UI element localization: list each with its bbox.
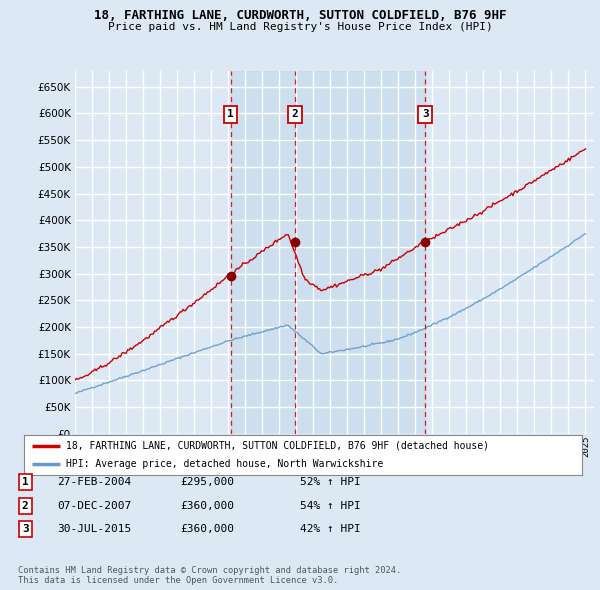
Text: £360,000: £360,000 [180,525,234,534]
Text: 52% ↑ HPI: 52% ↑ HPI [300,477,361,487]
Text: 3: 3 [22,525,29,534]
Text: 1: 1 [22,477,29,487]
Text: Contains HM Land Registry data © Crown copyright and database right 2024.
This d: Contains HM Land Registry data © Crown c… [18,566,401,585]
Text: 42% ↑ HPI: 42% ↑ HPI [300,525,361,534]
Text: 2: 2 [22,501,29,510]
Text: 1: 1 [227,109,234,119]
Text: 27-FEB-2004: 27-FEB-2004 [57,477,131,487]
Text: HPI: Average price, detached house, North Warwickshire: HPI: Average price, detached house, Nort… [66,459,383,469]
Text: 2: 2 [292,109,298,119]
Text: 3: 3 [422,109,428,119]
Text: Price paid vs. HM Land Registry's House Price Index (HPI): Price paid vs. HM Land Registry's House … [107,22,493,32]
Text: 18, FARTHING LANE, CURDWORTH, SUTTON COLDFIELD, B76 9HF (detached house): 18, FARTHING LANE, CURDWORTH, SUTTON COL… [66,441,489,451]
Text: 30-JUL-2015: 30-JUL-2015 [57,525,131,534]
Text: £360,000: £360,000 [180,501,234,510]
Bar [295,71,425,434]
Text: 07-DEC-2007: 07-DEC-2007 [57,501,131,510]
Text: £295,000: £295,000 [180,477,234,487]
Text: 18, FARTHING LANE, CURDWORTH, SUTTON COLDFIELD, B76 9HF: 18, FARTHING LANE, CURDWORTH, SUTTON COL… [94,9,506,22]
Text: 54% ↑ HPI: 54% ↑ HPI [300,501,361,510]
Bar [231,71,295,434]
